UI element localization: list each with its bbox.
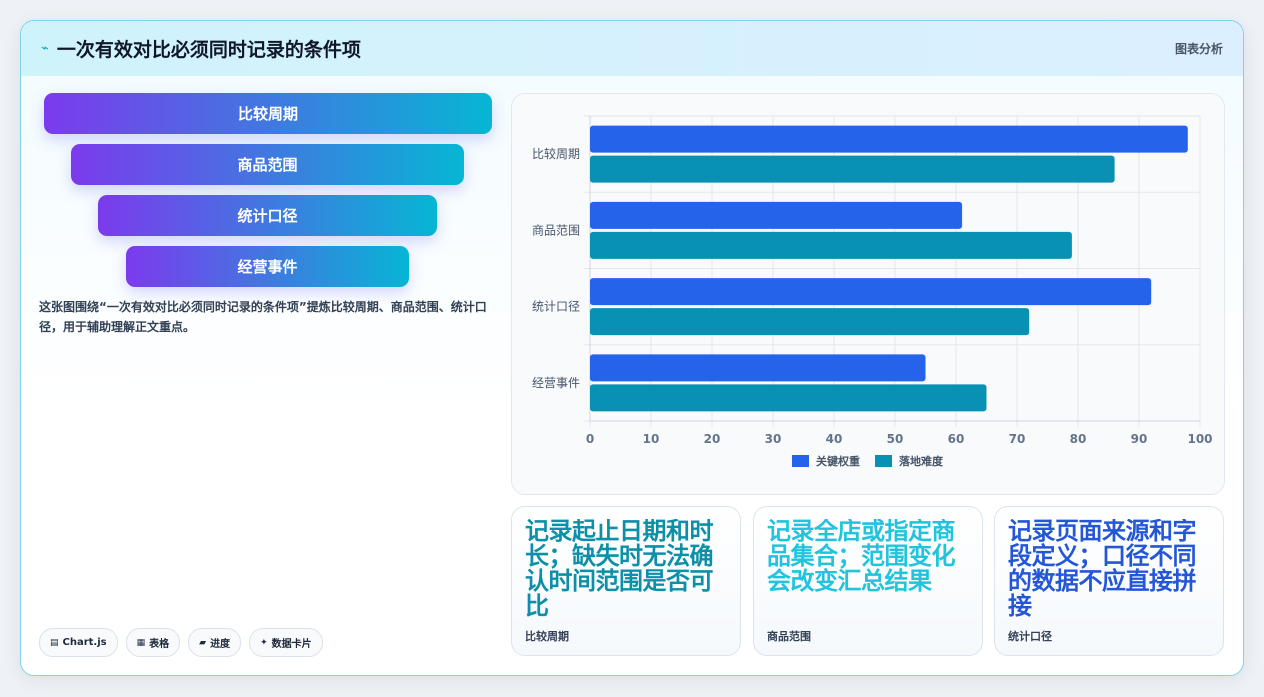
chip-label: 进度 [210,639,231,650]
x-tick-label: 70 [1009,432,1026,446]
title-group: ⌁ 一次有效对比必须同时记录的条件项 [41,35,361,62]
chip-label: 数据卡片 [271,639,312,650]
card-header: ⌁ 一次有效对比必须同时记录的条件项 图表分析 [21,21,1243,76]
chip-label: 表格 [149,639,170,650]
page-title: 一次有效对比必须同时记录的条件项 [56,39,361,61]
x-tick-label: 0 [586,432,594,446]
bar [590,125,1188,153]
stat-card-label: 比较周期 [525,630,569,643]
stat-card-1: 记录起止日期和时长；缺失时无法确认时间范围是否可比 比较周期 [511,506,741,656]
legend-swatch [792,455,809,467]
x-tick-label: 10 [643,432,660,446]
x-tick-label: 60 [948,432,965,446]
chip-chartjs[interactable]: ▤ Chart.js [39,628,118,657]
stat-card-label: 商品范围 [767,630,811,643]
stat-card-label: 统计口径 [1008,630,1052,643]
bar [590,231,1072,259]
bar-chart: 0 10 20 30 40 50 60 70 80 90 100 比较周期商品范围统计口径经营事件关键… [532,115,1213,468]
x-tick-label: 40 [826,432,843,446]
bar [590,308,1030,336]
y-tick-label: 经营事件 [532,376,580,390]
funnel-item-2: 商品范围 [71,144,464,185]
stat-card-2: 记录全店或指定商品集合；范围变化会改变汇总结果 商品范围 [753,506,983,656]
chip-table[interactable]: ▦ 表格 [125,628,181,657]
legend-label: 关键权重 [816,454,860,468]
progress-icon: ▰ [199,637,207,648]
bar-chart-panel: 0 10 20 30 40 50 60 70 80 90 100 比较周期商品范围统计口径经营事件关键… [511,93,1225,495]
y-tick-label: 比较周期 [532,146,580,161]
legend-swatch [875,455,892,467]
funnel-item-4: 经营事件 [126,246,409,287]
stat-card-3: 记录页面来源和字段定义；口径不同的数据不应直接拼接 统计口径 [994,506,1224,656]
x-tick-label: 20 [704,432,721,446]
x-tick-label: 30 [765,432,782,446]
x-tick-label: 90 [1131,432,1148,446]
main-card: ⌁ 一次有效对比必须同时记录的条件项 图表分析 比较周期 商品范围 统计口径 经… [20,20,1244,676]
table-icon: ▦ [136,637,146,648]
chip-data-card[interactable]: ✦ 数据卡片 [249,628,323,657]
y-tick-label: 统计口径 [532,300,580,314]
bar [590,155,1115,183]
stat-card-value: 记录全店或指定商品集合；范围变化会改变汇总结果 [767,519,956,595]
y-tick-label: 商品范围 [532,222,580,237]
bar [590,384,987,412]
sparkle-icon: ✦ [260,637,268,648]
stat-card-value: 记录页面来源和字段定义；口径不同的数据不应直接拼接 [1008,519,1197,620]
legend-label: 落地难度 [899,454,944,468]
bar [590,354,926,382]
x-tick-label: 50 [887,432,904,446]
chip-progress[interactable]: ▰ 进度 [188,628,242,657]
x-tick-label: 100 [1187,432,1212,446]
bar [590,201,963,229]
chip-label: Chart.js [62,637,107,648]
chip-row: ▤ Chart.js ▦ 表格 ▰ 进度 ✦ 数据卡片 [39,628,323,657]
header-tag: 图表分析 [1174,42,1223,56]
bar [590,278,1152,306]
chart-icon: ▤ [50,637,59,648]
x-tick-label: 80 [1070,432,1087,446]
stat-card-value: 记录起止日期和时长；缺失时无法确认时间范围是否可比 [525,519,714,620]
funnel-item-1: 比较周期 [44,93,492,134]
lightning-icon: ⌁ [41,41,49,56]
funnel-item-3: 统计口径 [98,195,437,236]
description-text: 这张图围绕“一次有效对比必须同时记录的条件项”提炼比较周期、商品范围、统计口径，… [39,300,487,334]
